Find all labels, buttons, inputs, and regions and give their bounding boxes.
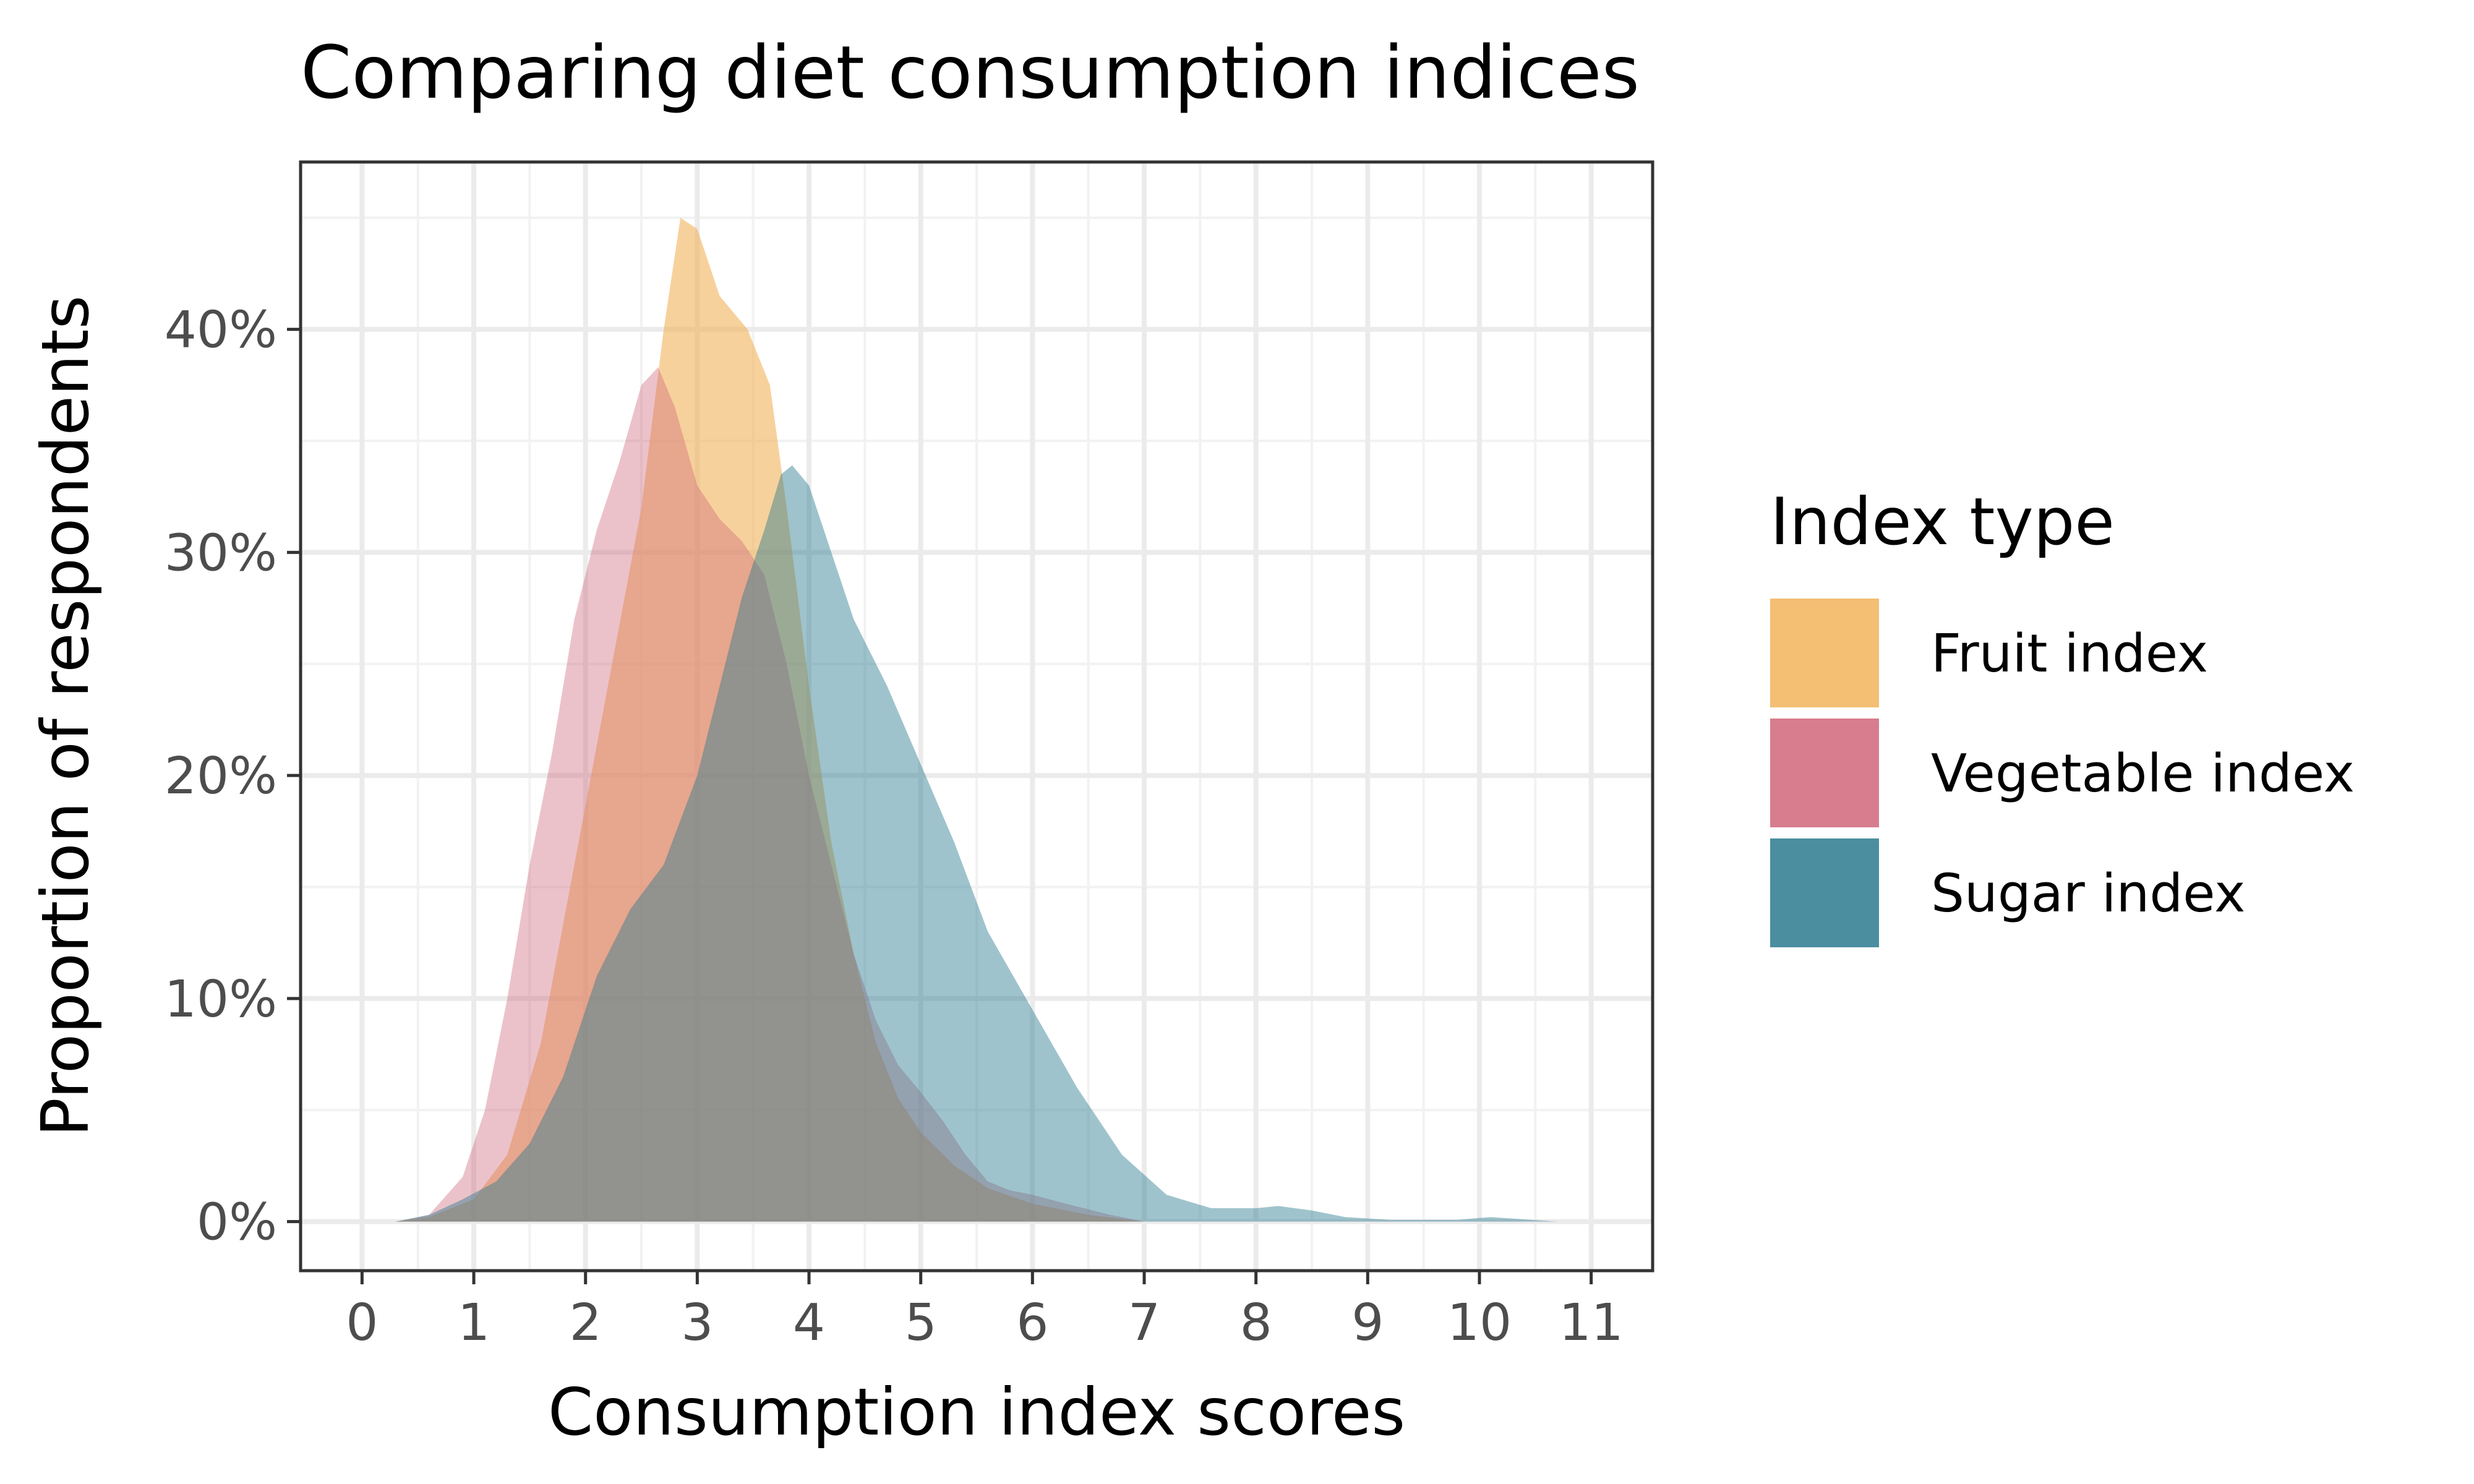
x-tick-label: 3 [681, 1294, 713, 1352]
x-tick-label: 2 [570, 1294, 602, 1352]
plot-border [299, 160, 1654, 1273]
x-tick-label: 11 [1559, 1294, 1623, 1352]
vegetable-index-legend-swatch [1770, 719, 1879, 827]
y-tick-label: 20% [165, 747, 277, 806]
sugar-index-density-area [395, 465, 1558, 1222]
y-tick-label: 30% [165, 524, 277, 582]
chart-title: Comparing diet consumption indices [301, 30, 1640, 115]
legend-title: Index type [1770, 484, 2115, 560]
x-axis-title: Consumption index scores [548, 1375, 1405, 1450]
x-tick-label: 0 [346, 1294, 378, 1352]
vegetable-index-legend-label: Vegetable index [1931, 743, 2355, 804]
fruit-index-legend-swatch [1770, 599, 1879, 707]
x-tick-label: 1 [458, 1294, 490, 1352]
x-tick-label: 9 [1351, 1294, 1384, 1352]
sugar-index-legend-label: Sugar index [1931, 863, 2245, 924]
plot-panel [299, 160, 1654, 1273]
y-tick-label: 10% [165, 970, 277, 1029]
x-tick-label: 10 [1447, 1294, 1512, 1352]
y-tick-label: 40% [165, 301, 277, 360]
x-tick-label: 4 [793, 1294, 825, 1352]
x-tick-label: 6 [1016, 1294, 1048, 1352]
y-axis-title: Proportion of respondents [28, 295, 103, 1136]
density-areas [395, 218, 1558, 1222]
fruit-index-legend-label: Fruit index [1931, 623, 2208, 684]
legend: Index type Fruit index Vegetable index Sug… [1770, 484, 2355, 947]
x-tick-label: 5 [905, 1294, 937, 1352]
vegetable-index-density-area [395, 367, 1144, 1222]
fruit-index-density-area [395, 218, 1144, 1222]
x-tick-label: 7 [1128, 1294, 1160, 1352]
sugar-index-legend-swatch [1770, 838, 1879, 947]
y-axis: 0% 10% 20% 30% 40% [165, 301, 301, 1252]
x-tick-label: 8 [1240, 1294, 1272, 1352]
x-axis: 0 1 2 3 4 5 6 7 8 9 10 11 [346, 1271, 1624, 1352]
legend-items: Fruit index Vegetable index Sugar index [1770, 599, 2355, 947]
y-tick-label: 0% [197, 1193, 277, 1252]
